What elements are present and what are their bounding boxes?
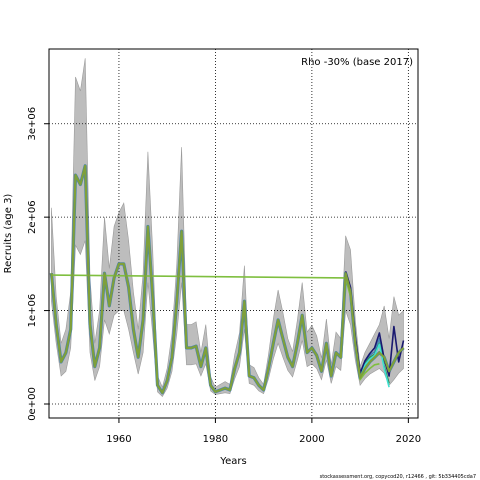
y-tick-label: 1e+06 xyxy=(27,294,38,328)
y-tick-label: 0e+00 xyxy=(27,387,38,421)
y-axis-label: Recruits (age 3) xyxy=(3,194,14,274)
x-axis-label: Years xyxy=(219,456,246,467)
axis-layer: 1960 1980 2000 2020 0e+00 1e+06 2e+06 3e+06 xyxy=(27,107,421,445)
chart-annotation: Rho -30% (base 2017) xyxy=(301,57,413,68)
series-layer xyxy=(49,164,405,395)
confidence-band-layer xyxy=(51,58,404,397)
x-tick-label: 1980 xyxy=(203,434,228,445)
y-tick-label: 3e+06 xyxy=(27,107,38,141)
y-tick-label: 2e+06 xyxy=(27,200,38,234)
confidence-band xyxy=(51,58,404,397)
plot-border xyxy=(48,48,419,419)
base-estimate-line-overlay xyxy=(50,164,405,394)
x-tick-label: 1960 xyxy=(106,434,131,445)
x-tick-label: 2020 xyxy=(396,434,421,445)
retro-series-line-1 xyxy=(51,274,380,381)
x-tick-label: 2000 xyxy=(299,434,324,445)
footer-note: stockassessment.org, copycod20, r12466 ,… xyxy=(320,474,476,480)
